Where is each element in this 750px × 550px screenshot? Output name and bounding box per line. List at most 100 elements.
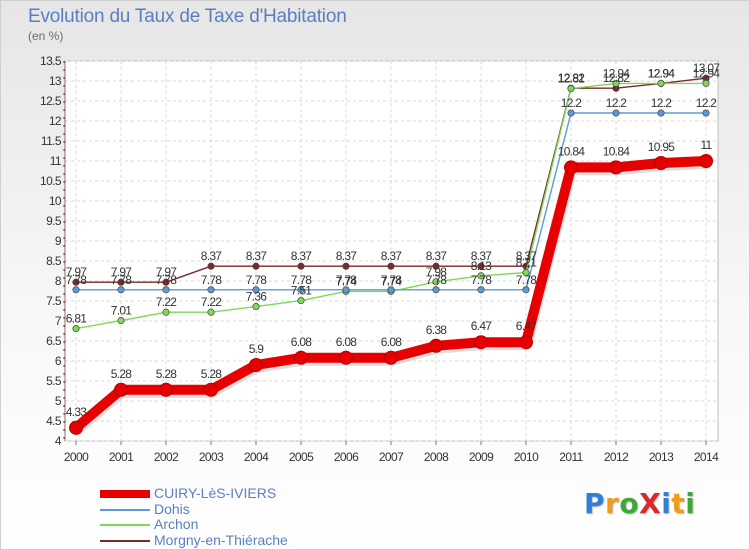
data-point <box>207 308 215 316</box>
data-point <box>162 308 170 316</box>
y-tick-label: 11.5 <box>41 134 62 148</box>
data-point <box>522 269 530 277</box>
y-tick-label: 11 <box>50 154 62 168</box>
data-label: 5.28 <box>156 367 178 381</box>
data-label: 12.82 <box>603 71 631 85</box>
data-point <box>204 382 218 397</box>
x-tick-label: 2001 <box>109 450 134 464</box>
data-label: 5.28 <box>111 367 133 381</box>
data-label: 6.47 <box>471 319 493 333</box>
data-label: 7.78 <box>156 273 178 287</box>
data-point <box>657 109 665 117</box>
data-point <box>117 278 125 286</box>
data-label: 8.13 <box>471 259 493 273</box>
legend-label: CUIRY-LèS-IVIERS <box>154 485 277 501</box>
data-label: 7.78 <box>201 273 223 287</box>
data-label: 5.28 <box>201 367 223 381</box>
data-point <box>69 420 83 435</box>
data-point <box>522 286 530 294</box>
data-label: 10.95 <box>648 140 676 154</box>
data-label: 8.37 <box>291 249 313 263</box>
y-tick-label: 7.5 <box>46 294 62 308</box>
data-point <box>702 79 710 87</box>
data-label: 7.78 <box>381 273 403 287</box>
data-label: 7.97 <box>156 265 178 279</box>
x-tick-label: 2002 <box>154 450 179 464</box>
data-label: 6.08 <box>291 335 313 349</box>
data-label: 12.81 <box>558 72 586 86</box>
y-tick-label: 12.5 <box>40 94 62 108</box>
x-tick-label: 2008 <box>424 450 449 464</box>
data-point <box>567 109 575 117</box>
data-point <box>474 335 488 350</box>
y-tick-label: 7 <box>55 314 62 328</box>
data-point <box>72 325 80 333</box>
logo-letter: t <box>671 487 686 520</box>
data-label: 8.37 <box>246 249 268 263</box>
data-point <box>159 382 173 397</box>
data-label: 7.22 <box>156 295 178 309</box>
x-tick-label: 2005 <box>289 450 314 464</box>
data-label: 7.36 <box>246 290 268 304</box>
data-point <box>207 286 215 294</box>
data-point <box>564 160 578 175</box>
data-point <box>297 297 305 305</box>
data-point <box>114 382 128 397</box>
y-tick-label: 4 <box>55 434 62 448</box>
data-label: 12.2 <box>651 96 673 110</box>
data-label: 10.84 <box>603 144 631 158</box>
data-point <box>252 286 260 294</box>
data-label: 8.37 <box>426 249 448 263</box>
data-point <box>612 79 620 87</box>
legend-swatch <box>100 539 150 542</box>
x-tick-label: 2004 <box>244 450 269 464</box>
data-point <box>72 278 80 286</box>
data-point <box>477 286 485 294</box>
data-point <box>207 262 215 270</box>
data-point <box>384 350 398 365</box>
data-point <box>519 335 533 350</box>
data-label: 4.33 <box>66 405 88 419</box>
legend-swatch <box>100 508 150 511</box>
y-tick-label: 8 <box>55 274 62 288</box>
data-label: 7.22 <box>201 295 223 309</box>
data-label: 6.47 <box>516 319 538 333</box>
data-point <box>477 272 485 280</box>
data-label: 7.97 <box>66 265 88 279</box>
y-tick-label: 9 <box>55 234 62 248</box>
data-label: 7.78 <box>516 273 538 287</box>
legend-swatch <box>100 524 150 526</box>
legend-label: Dohis <box>154 500 190 517</box>
y-tick-label: 5.5 <box>46 374 62 388</box>
data-point <box>432 278 440 286</box>
x-tick-label: 2011 <box>559 450 583 464</box>
data-point <box>117 317 125 325</box>
data-point <box>654 156 668 170</box>
data-label: 6.81 <box>66 312 88 326</box>
data-point <box>387 262 395 270</box>
data-label: 7.74 <box>381 274 403 288</box>
x-tick-label: 2007 <box>379 450 404 464</box>
data-label: 7.98 <box>426 265 448 279</box>
data-point <box>297 262 305 270</box>
data-point <box>249 358 263 372</box>
data-point <box>297 286 305 294</box>
y-tick-label: 13 <box>49 74 62 88</box>
data-point <box>432 286 440 294</box>
data-point <box>432 262 440 270</box>
data-label: 8.37 <box>381 249 403 263</box>
data-label: 7.01 <box>111 304 133 318</box>
legend-label: Morgny-en-Thiérache <box>154 531 288 548</box>
data-point <box>477 262 485 270</box>
data-label: 7.78 <box>246 273 268 287</box>
series-layer <box>69 74 713 436</box>
data-point <box>162 278 170 286</box>
data-point <box>342 286 350 294</box>
y-tick-label: 8.5 <box>46 254 62 268</box>
data-point <box>387 286 395 294</box>
y-tick-label: 12 <box>49 114 62 128</box>
data-label: 12.94 <box>603 66 631 80</box>
data-label: 7.51 <box>291 284 313 298</box>
axes: 4 4.5 5 5.5 6 6.5 7 7.5 8 8.5 9 9.5 10 10.5 11 11.5 12 12… <box>40 54 720 464</box>
